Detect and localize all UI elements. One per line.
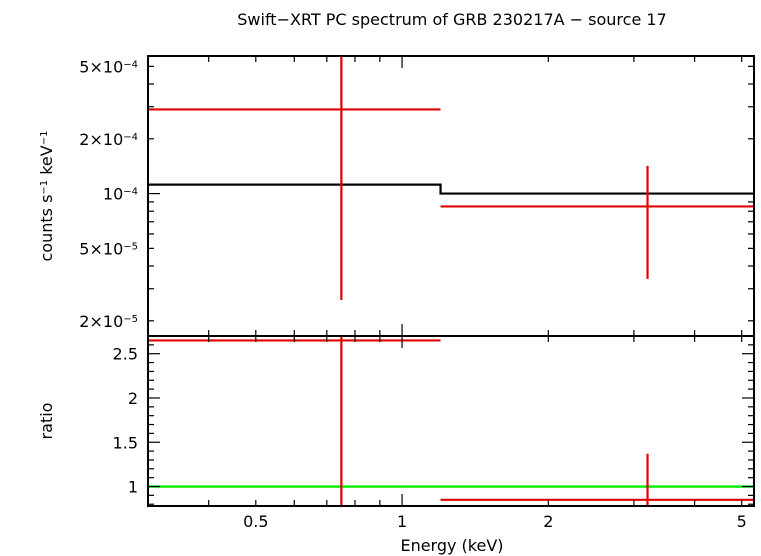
- y-tick-label: 2: [128, 389, 138, 408]
- y-tick-label: 1.5: [113, 433, 138, 452]
- bottom-y-axis-label: ratio: [37, 403, 56, 440]
- y-tick-label: 2×10−5: [79, 312, 138, 331]
- chart-title: Swift−XRT PC spectrum of GRB 230217A − s…: [237, 10, 666, 29]
- y-tick-label: 1: [128, 478, 138, 497]
- x-tick-label: 5: [737, 512, 747, 531]
- y-tick-label: 5×10−5: [79, 239, 138, 258]
- x-tick-label: 0.5: [243, 512, 268, 531]
- x-tick-labels: 0.5 1 2 5: [243, 512, 747, 531]
- y-tick-label: 2×10−4: [79, 130, 138, 149]
- bottom-panel-frame: [147, 335, 755, 507]
- model-line: [148, 183, 754, 195]
- y-tick-label: 5×10−4: [79, 57, 138, 76]
- y-tick-label: 2.5: [113, 345, 138, 364]
- y-tick-label: 10−4: [103, 185, 138, 204]
- top-panel-frame: [147, 55, 755, 337]
- top-panel: 2×10−5 5×10−5 10−4 2×10−4 5×10−4 counts s−1 …: [37, 55, 755, 337]
- x-tick-label: 2: [543, 512, 553, 531]
- top-y-axis-label: counts s−1 keV−1: [37, 131, 56, 262]
- x-axis-label: Energy (keV): [400, 536, 503, 555]
- x-tick-label: 1: [397, 512, 407, 531]
- bottom-panel: 1 1.5 2 2.5 ratio: [37, 335, 755, 507]
